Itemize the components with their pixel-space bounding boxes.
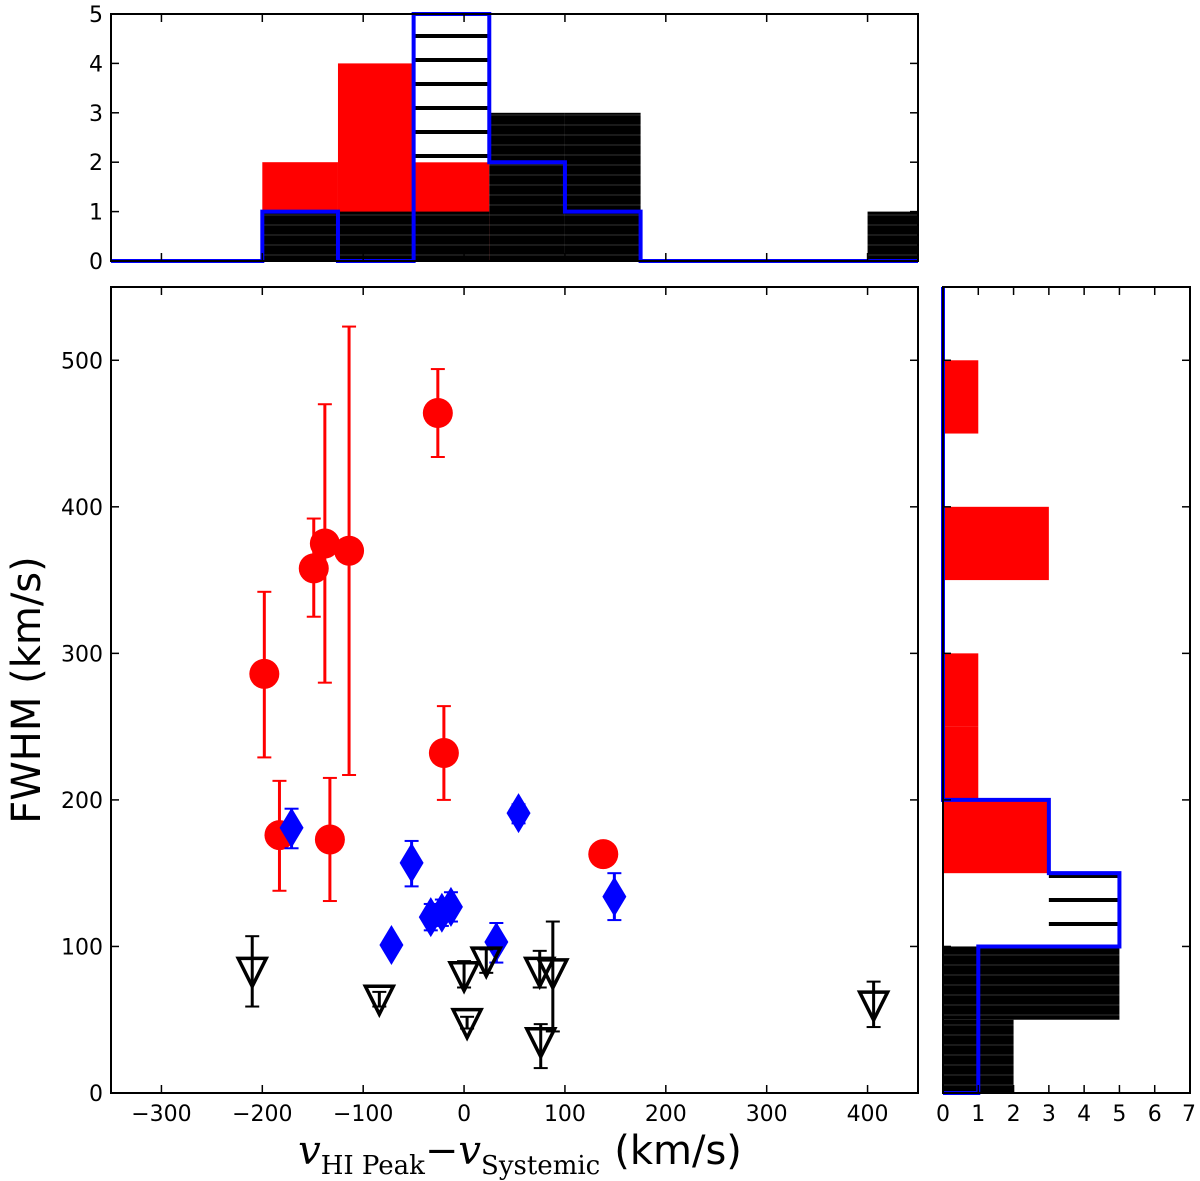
top-y-tick-label: 5 <box>89 3 103 28</box>
data-point-circle <box>334 535 365 566</box>
right-red-bar <box>943 360 979 434</box>
data-point-diamond <box>506 793 531 834</box>
data-point-triangle <box>447 961 481 995</box>
data-point-circle <box>298 553 329 584</box>
scatter-series-layer <box>235 325 891 1070</box>
top-y-tick-label: 4 <box>89 52 103 77</box>
data-point-triangle <box>856 990 891 1024</box>
top-y-tick-label: 3 <box>89 102 103 127</box>
series-black-triangles <box>235 920 891 1070</box>
top-blue-bar <box>413 14 490 163</box>
right-blue-bar <box>1048 873 1120 947</box>
data-point-circle <box>428 738 459 769</box>
top-black-bar <box>262 211 338 261</box>
x-tick-label: −200 <box>232 1102 292 1127</box>
right-histogram-bars <box>941 287 1122 1095</box>
right-x-tick-label: 5 <box>1112 1102 1126 1127</box>
series-blue-diamonds <box>279 793 627 965</box>
right-x-tick-label: 3 <box>1042 1102 1056 1127</box>
y-tick-label: 200 <box>61 789 103 814</box>
data-point-triangle <box>523 1026 558 1061</box>
data-point-diamond <box>438 886 463 927</box>
top-black-bar <box>337 211 414 261</box>
y-tick-label: 0 <box>89 1082 103 1107</box>
data-point-circle <box>249 658 280 689</box>
top-y-tick-label: 1 <box>89 201 103 226</box>
data-point-circle <box>588 839 619 870</box>
right-red-bar <box>943 799 1049 874</box>
top-histogram-frame <box>110 13 919 262</box>
data-point-triangle <box>235 956 270 991</box>
scatter-y-ticks: 0 100 200 300 400 500 <box>61 349 918 1107</box>
series-red-circles <box>249 325 619 903</box>
top-histogram-x-ticks <box>160 14 869 261</box>
right-histogram-y-ticks <box>943 359 1190 1094</box>
top-black-bar <box>867 211 918 261</box>
x-label-v1: v <box>298 1128 321 1174</box>
data-point-diamond <box>399 842 424 883</box>
data-point-diamond <box>602 876 627 917</box>
scatter-panel: −300 −200 −100 0 100 200 300 400 0 100 200 300 400 5… <box>4 286 919 1181</box>
data-point-circle <box>314 824 345 855</box>
x-tick-label: −300 <box>131 1102 191 1127</box>
top-y-tick-label: 0 <box>89 250 103 275</box>
data-point-triangle <box>450 1007 484 1042</box>
x-label-unit: (km/s) <box>614 1128 742 1174</box>
x-tick-label: −100 <box>333 1102 393 1127</box>
scatter-plot-frame <box>110 286 919 1094</box>
right-red-bar <box>943 653 979 727</box>
data-point-circle <box>309 528 340 559</box>
y-tick-label: 100 <box>61 935 103 960</box>
top-black-bar <box>413 211 490 261</box>
data-point-triangle <box>362 984 397 1019</box>
top-histogram-y-ticks: 0 1 2 3 4 5 <box>89 3 918 275</box>
x-label-sub1: HI Peak <box>321 1151 425 1181</box>
data-point-triangle <box>536 958 570 992</box>
y-tick-label: 300 <box>61 642 103 667</box>
x-label-minus: − <box>425 1128 459 1174</box>
data-point-diamond <box>484 922 509 963</box>
right-x-tick-label: 4 <box>1077 1102 1091 1127</box>
right-x-tick-label: 0 <box>936 1102 950 1127</box>
x-tick-label: 200 <box>645 1102 687 1127</box>
scatter-x-ticks: −300 −200 −100 0 100 200 300 400 <box>131 287 889 1127</box>
right-x-tick-label: 7 <box>1182 1102 1196 1127</box>
right-red-bar <box>943 726 979 800</box>
y-axis-label: FWHM (km/s) <box>4 556 50 824</box>
data-point-diamond <box>379 924 404 965</box>
top-black-bar <box>489 112 565 261</box>
data-point-triangle <box>469 946 504 981</box>
data-point-circle <box>422 398 453 429</box>
right-x-tick-label: 1 <box>971 1102 985 1127</box>
right-x-tick-label: 2 <box>1007 1102 1021 1127</box>
x-tick-label: 0 <box>457 1102 471 1127</box>
top-histogram-bars <box>111 12 918 263</box>
top-black-bar <box>564 112 641 261</box>
y-tick-label: 400 <box>61 496 103 521</box>
right-histogram-frame <box>942 286 1191 1094</box>
y-tick-label: 500 <box>61 349 103 374</box>
data-point-diamond <box>279 807 304 848</box>
top-y-tick-label: 2 <box>89 151 103 176</box>
x-label-v2: v <box>458 1128 481 1174</box>
right-black-bar <box>943 946 1120 1020</box>
right-red-bar <box>943 506 1049 581</box>
x-tick-label: 100 <box>544 1102 586 1127</box>
top-histogram-panel: 0 1 2 3 4 5 <box>89 3 919 275</box>
right-x-tick-label: 6 <box>1148 1102 1162 1127</box>
x-tick-label: 300 <box>746 1102 788 1127</box>
x-tick-label: 400 <box>847 1102 889 1127</box>
x-axis-label: vHI Peak−vSystemic (km/s) <box>298 1128 742 1181</box>
x-label-sub2: Systemic <box>481 1151 600 1181</box>
